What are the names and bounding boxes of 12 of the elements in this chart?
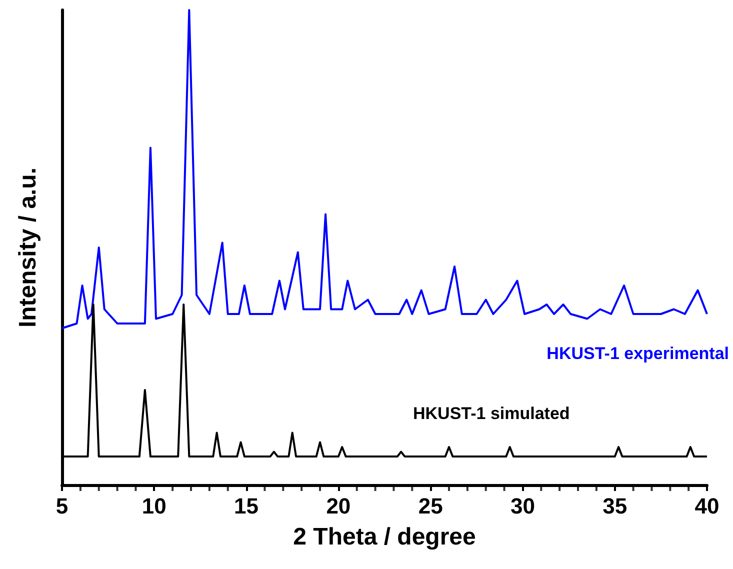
x-tick-label: 40 xyxy=(694,494,720,518)
x-tick-label: 15 xyxy=(234,494,259,518)
x-tick-label: 5 xyxy=(56,494,68,518)
x-tick-label: 25 xyxy=(418,494,443,518)
y-axis-title: Intensity / a.u. xyxy=(14,167,42,328)
series-label: HKUST-1 simulated xyxy=(413,404,570,423)
x-tick-label: 35 xyxy=(602,494,628,518)
x-tick-label: 20 xyxy=(326,494,351,518)
x-tick-label: 30 xyxy=(510,494,535,518)
series-label: HKUST-1 experimental xyxy=(546,344,730,363)
x-tick-label: 10 xyxy=(142,494,166,518)
x-axis-title: 2 Theta / degree xyxy=(293,524,476,550)
